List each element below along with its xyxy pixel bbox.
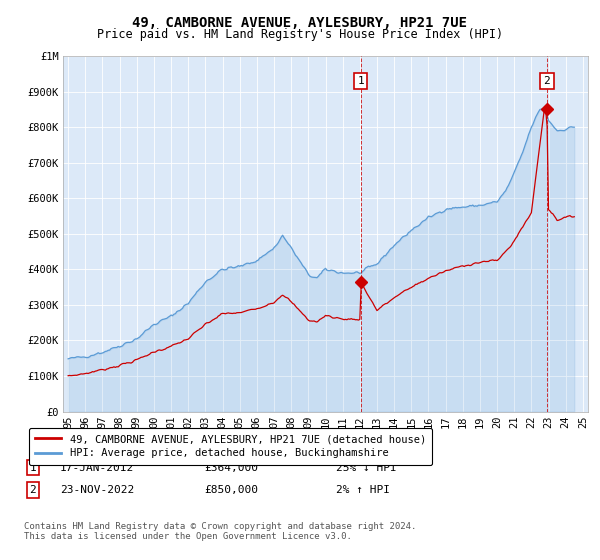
- Text: 17-JAN-2012: 17-JAN-2012: [60, 463, 134, 473]
- Text: 2: 2: [544, 76, 550, 86]
- Text: 23-NOV-2022: 23-NOV-2022: [60, 485, 134, 495]
- Text: 1: 1: [29, 463, 37, 473]
- Text: Contains HM Land Registry data © Crown copyright and database right 2024.
This d: Contains HM Land Registry data © Crown c…: [24, 522, 416, 542]
- Text: £364,000: £364,000: [204, 463, 258, 473]
- Text: Price paid vs. HM Land Registry's House Price Index (HPI): Price paid vs. HM Land Registry's House …: [97, 28, 503, 41]
- Text: 2% ↑ HPI: 2% ↑ HPI: [336, 485, 390, 495]
- Text: 25% ↓ HPI: 25% ↓ HPI: [336, 463, 397, 473]
- Text: £850,000: £850,000: [204, 485, 258, 495]
- Legend: 49, CAMBORNE AVENUE, AYLESBURY, HP21 7UE (detached house), HPI: Average price, d: 49, CAMBORNE AVENUE, AYLESBURY, HP21 7UE…: [29, 428, 433, 465]
- Text: 49, CAMBORNE AVENUE, AYLESBURY, HP21 7UE: 49, CAMBORNE AVENUE, AYLESBURY, HP21 7UE: [133, 16, 467, 30]
- Text: 2: 2: [29, 485, 37, 495]
- Text: 1: 1: [357, 76, 364, 86]
